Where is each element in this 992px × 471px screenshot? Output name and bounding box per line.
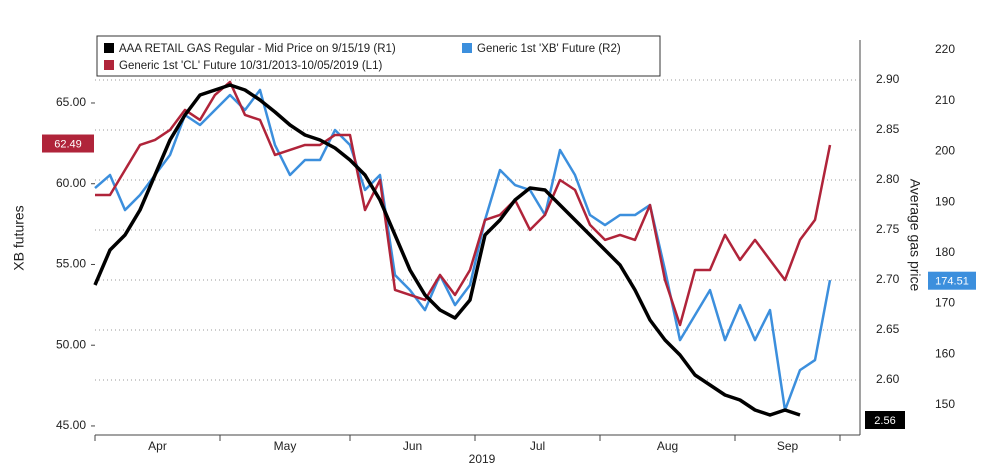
y2-tick-label: 2.70: [876, 272, 900, 286]
y3-tick-label: 210: [935, 93, 955, 107]
y2-tick-label: 2.85: [876, 122, 900, 136]
legend-label: Generic 1st 'XB' Future (R2): [477, 43, 621, 55]
x-tick-label: Apr: [148, 439, 167, 453]
y2-tick-label: 2.75: [876, 222, 900, 236]
y3-tick-label: 200: [935, 144, 955, 158]
series-line: [93, 83, 801, 417]
y-tick-label: 45.00: [56, 418, 86, 432]
last-value-box: [928, 271, 976, 290]
y-tick-label: 55.00: [56, 257, 86, 271]
y2-tick-label: 2.90: [876, 72, 900, 86]
y-tick-label: 50.00: [56, 337, 86, 351]
legend-swatch: [104, 43, 114, 53]
y2-tick-label: 2.65: [876, 322, 900, 336]
y3-tick-label: 180: [935, 245, 955, 259]
y3-tick-label: 220: [935, 42, 955, 56]
y-axis-title: XB futures: [11, 205, 27, 270]
x-axis-title: 2019: [469, 452, 496, 466]
y2-tick-label: 2.60: [876, 372, 900, 386]
last-value-box: [42, 134, 94, 153]
y-tick-label: 65.00: [56, 95, 86, 109]
y-tick-label: 60.00: [56, 176, 86, 190]
last-value-label: 2.56: [874, 415, 895, 427]
y3-tick-label: 160: [935, 346, 955, 360]
x-tick-label: Sep: [777, 439, 799, 453]
legend-label: AAA RETAIL GAS Regular - Mid Price on 9/…: [119, 43, 396, 55]
x-tick-label: Jun: [403, 439, 422, 453]
last-value-label: 62.49: [54, 138, 82, 150]
y3-tick-label: 170: [935, 296, 955, 310]
legend-swatch: [462, 43, 472, 53]
last-value-label: 174.51: [935, 276, 969, 288]
x-tick-label: Jul: [530, 439, 545, 453]
legend-box: [96, 35, 661, 77]
y3-tick-label: 190: [935, 194, 955, 208]
x-tick-label: Aug: [657, 439, 678, 453]
y2-axis-title: Average gas price: [907, 179, 923, 292]
x-tick-label: May: [274, 439, 297, 453]
series-line: [94, 88, 832, 412]
legend-label: Generic 1st 'CL' Future 10/31/2013-10/05…: [119, 60, 382, 72]
series-line: [95, 80, 832, 327]
last-value-box: [865, 411, 905, 429]
y2-tick-label: 2.80: [876, 172, 900, 186]
legend-swatch: [104, 60, 114, 70]
y3-tick-label: 150: [935, 397, 955, 411]
